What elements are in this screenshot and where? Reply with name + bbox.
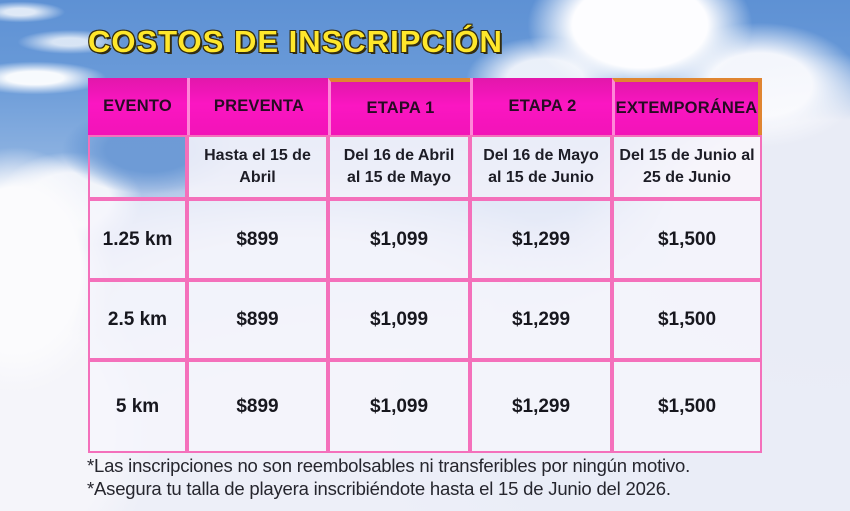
period-line: al 15 de Mayo <box>346 169 452 186</box>
period-line: Del 16 de Abril <box>343 146 455 164</box>
price-cell: $899 <box>187 360 328 453</box>
column-header-preventa: PREVENTA <box>187 78 328 135</box>
footnote-refunds: *Las inscripciones no son reembolsables … <box>87 455 691 476</box>
column-header-etapa2: ETAPA 2 <box>470 78 612 135</box>
price-cell: $1,099 <box>328 360 470 453</box>
price-cell: $1,099 <box>328 199 470 280</box>
price-cell: $1,500 <box>612 360 762 453</box>
period-line: Del 15 de Junio al <box>619 146 755 164</box>
event-cell-5km: 5 km <box>88 360 187 453</box>
price-cell: $1,500 <box>612 280 762 360</box>
price-cell: $1,299 <box>470 280 612 360</box>
period-cell-etapa2: Del 16 de Mayo al 15 de Junio <box>470 135 612 199</box>
page-title: COSTOS DE INSCRIPCIÓN <box>87 23 503 60</box>
period-line: al 15 de Junio <box>488 169 594 186</box>
period-line: Abril <box>239 169 276 186</box>
event-cell-2-5km: 2.5 km <box>88 280 187 360</box>
period-line: Del 16 de Mayo <box>483 146 599 164</box>
footnotes: *Las inscripciones no son reembolsables … <box>87 455 787 500</box>
event-cell-1-25km: 1.25 km <box>88 199 187 280</box>
period-cell-preventa: Hasta el 15 de Abril <box>187 135 328 199</box>
footnote-shirt-size: *Asegura tu talla de playera inscribiénd… <box>87 477 671 499</box>
price-cell: $899 <box>187 280 328 360</box>
column-header-extemporanea: EXTEMPORÁNEA <box>612 78 762 135</box>
period-line: Hasta el 15 de <box>204 146 311 164</box>
period-cell-etapa1: Del 16 de Abril al 15 de Mayo <box>328 135 470 199</box>
period-cell-evento <box>88 135 187 199</box>
column-header-etapa1: ETAPA 1 <box>328 78 470 135</box>
price-cell: $1,500 <box>612 199 762 280</box>
period-cell-extemporanea: Del 15 de Junio al 25 de Junio <box>612 135 762 199</box>
price-cell: $1,299 <box>470 360 612 453</box>
price-cell: $1,299 <box>470 199 612 280</box>
period-line: 25 de Junio <box>642 169 732 186</box>
pricing-table: EVENTO PREVENTA ETAPA 1 ETAPA 2 EXTEMPOR… <box>88 78 762 453</box>
price-cell: $899 <box>187 199 328 280</box>
column-header-evento: EVENTO <box>88 78 187 135</box>
price-cell: $1,099 <box>328 280 470 360</box>
